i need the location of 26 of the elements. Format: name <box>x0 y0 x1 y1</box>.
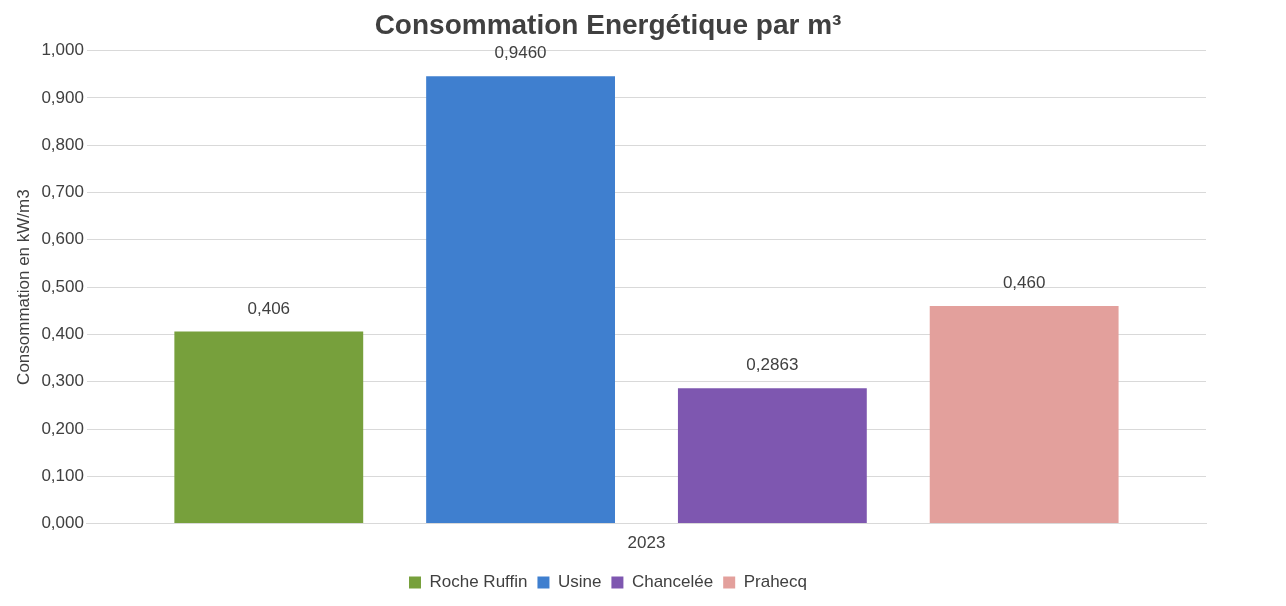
y-tick-label: 0,200 <box>41 418 84 438</box>
bar <box>174 331 364 524</box>
bar <box>677 388 867 524</box>
y-tick-label: 0,100 <box>41 465 84 485</box>
y-axis-title: Consommation en kW/m3 <box>13 189 33 385</box>
legend-label: Roche Ruffin <box>429 572 528 592</box>
data-label: 0,9460 <box>494 43 547 63</box>
y-tick-label: 0,500 <box>41 276 84 296</box>
data-label: 0,2863 <box>746 355 799 375</box>
chart-title: Consommation Energétique par m³ <box>374 8 842 40</box>
y-tick-label: 0,900 <box>41 87 84 107</box>
y-tick-label: 0,300 <box>41 371 84 391</box>
y-tick-label: 1,000 <box>41 40 84 60</box>
data-label: 0,460 <box>1002 273 1046 293</box>
legend-label: Prahecq <box>743 572 808 592</box>
y-tick-label: 0,000 <box>41 513 84 533</box>
y-tick-label: 0,700 <box>41 182 84 202</box>
legend-label: Usine <box>557 572 602 592</box>
y-tick-label: 0,600 <box>41 229 84 249</box>
bar <box>929 306 1119 524</box>
x-tick-label: 2023 <box>627 533 666 553</box>
y-tick-label: 0,400 <box>41 324 84 344</box>
y-tick-label: 0,800 <box>41 134 84 154</box>
bar <box>426 76 615 524</box>
legend-label: Chancelée <box>631 572 714 592</box>
data-label: 0,406 <box>247 298 291 318</box>
